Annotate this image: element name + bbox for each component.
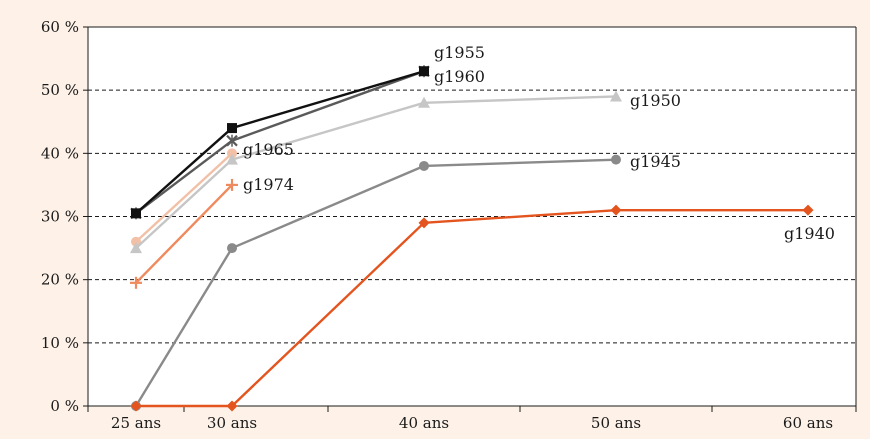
series-label-g1965: g1965 [243, 140, 294, 159]
data-point-g1945 [227, 243, 237, 254]
data-point-g1950 [130, 242, 142, 254]
y-tick-label: 40 % [41, 144, 79, 162]
y-tick-label: 30 % [41, 208, 79, 226]
x-tick-label: 30 ans [207, 414, 257, 432]
data-point-g1945 [611, 154, 621, 165]
series-line-g1950 [135, 95, 617, 249]
y-tick-label: 20 % [41, 271, 79, 289]
x-tick-label: 40 ans [399, 414, 449, 432]
y-tick-label: 60 % [41, 18, 79, 36]
x-tick-label: 60 ans [783, 414, 833, 432]
data-point-g1945 [419, 160, 429, 171]
series-label-g1955: g1955 [434, 43, 485, 62]
series-g1950 [130, 90, 622, 254]
data-point-g1955 [131, 208, 141, 219]
series-g1940 [130, 204, 814, 412]
data-point-g1965 [227, 148, 237, 159]
series-label-g1950: g1950 [630, 91, 681, 110]
data-point-g1940 [418, 217, 430, 229]
series-label-g1945: g1945 [630, 152, 681, 171]
data-point-g1940 [226, 400, 238, 412]
data-point-g1955 [419, 66, 429, 77]
y-tick-label: 0 % [50, 397, 79, 415]
data-point-g1940 [610, 204, 622, 216]
data-point-g1940 [802, 204, 814, 216]
data-point-g1955 [227, 123, 237, 134]
series-line-g1965 [135, 152, 233, 243]
series-label-g1940: g1940 [784, 224, 835, 243]
data-point-g1974 [130, 276, 142, 289]
gridlines [88, 26, 856, 344]
series-g1965 [131, 148, 237, 247]
y-tick-label: 50 % [41, 81, 79, 99]
series-g1955 [131, 66, 429, 219]
series-labels: g1955 g1960 g1950 g1945 g1940 g1965 g197… [243, 43, 835, 243]
data-point-g1950 [418, 96, 430, 108]
series-line-g1974 [135, 184, 233, 284]
data-point-g1940 [130, 400, 142, 412]
x-tick-label: 50 ans [591, 414, 641, 432]
series-layer [130, 65, 814, 412]
x-tick-label: 25 ans [111, 414, 161, 432]
data-point-g1950 [226, 153, 238, 165]
series-g1974 [130, 178, 238, 289]
y-tick-label: 10 % [41, 334, 79, 352]
series-label-g1960: g1960 [434, 67, 485, 86]
data-point-g1960 [226, 134, 238, 147]
axes: 0 % 10 % 20 % 30 % 40 % 50 % 60 % 25 ans 30 ans 4… [41, 18, 857, 432]
data-point-g1950 [610, 90, 622, 102]
series-line-g1945 [134, 158, 617, 407]
data-point-g1974 [226, 178, 238, 191]
series-label-g1974: g1974 [243, 175, 294, 194]
